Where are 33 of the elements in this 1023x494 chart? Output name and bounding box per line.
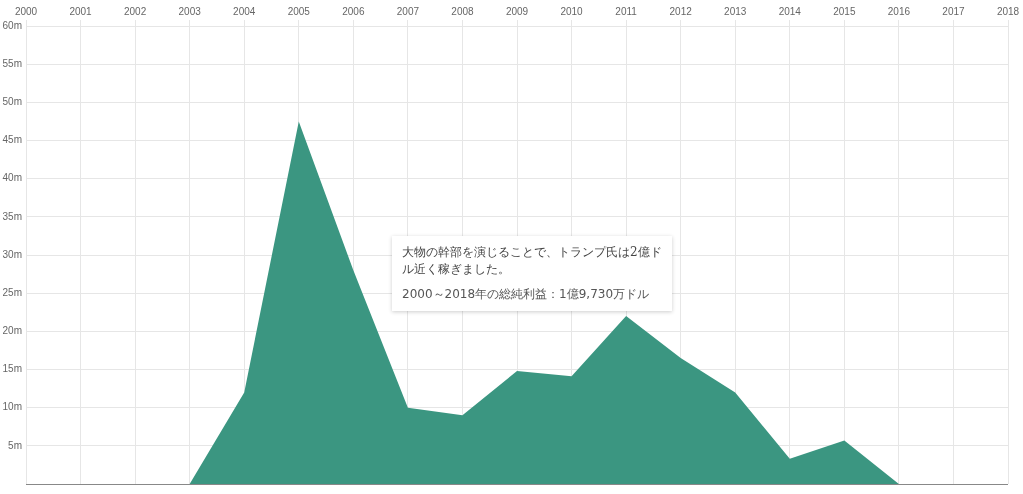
x-tick-label: 2011 (615, 5, 638, 17)
y-tick-label: 50m (2, 96, 22, 108)
x-tick-label: 2010 (560, 5, 584, 17)
y-tick-label: 60m (2, 19, 22, 31)
y-tick-label: 10m (2, 401, 22, 413)
x-tick-label: 2006 (342, 5, 365, 17)
x-tick-label: 2007 (396, 5, 420, 17)
x-tick-label: 2003 (178, 5, 202, 17)
x-tick-label: 2018 (996, 5, 1020, 17)
x-tick-label: 2000 (14, 5, 38, 17)
y-tick-label: 25m (2, 286, 22, 298)
y-tick-label: 15m (2, 363, 22, 375)
annotation: 大物の幹部を演じることで、トランプ氏は2億ドル近く稼ぎました。 (402, 244, 662, 278)
x-tick-label: 2004 (233, 5, 256, 17)
x-tick-label: 2005 (287, 5, 311, 17)
y-tick-label: 35m (2, 210, 22, 222)
x-tick-label: 2017 (942, 5, 965, 17)
x-tick-label: 2008 (451, 5, 474, 17)
x-tick-label: 2001 (69, 5, 93, 17)
y-tick-label: 5m (8, 439, 22, 451)
x-tick-label: 2013 (724, 5, 747, 17)
y-tick-label: 55m (2, 57, 22, 69)
y-tick-label: 40m (2, 172, 22, 184)
x-tick-label: 2002 (123, 5, 147, 17)
y-tick-label: 45m (2, 134, 22, 146)
x-tick-label: 2012 (669, 5, 693, 17)
x-tick-label: 2016 (887, 5, 911, 17)
x-tick-label: 2015 (833, 5, 856, 17)
annotation: 2000～2018年の総純利益：1億9,730万ドル (402, 286, 651, 303)
x-tick-label: 2009 (505, 5, 529, 17)
x-tick-label: 2014 (778, 5, 802, 17)
y-tick-label: 30m (2, 248, 22, 260)
y-tick-label: 20m (2, 325, 22, 337)
